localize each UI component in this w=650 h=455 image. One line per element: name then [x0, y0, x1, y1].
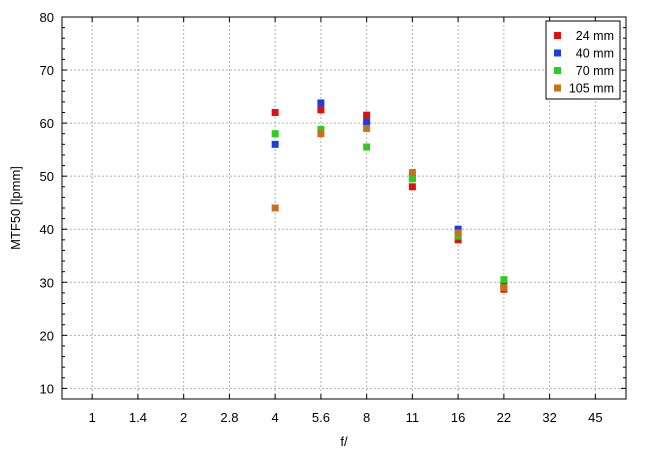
point-24mm-f8: [363, 111, 371, 119]
x-tick-label: 1.4: [129, 410, 147, 425]
legend-entry-label: 105 mm: [569, 82, 614, 96]
point-105mm-f11: [408, 168, 416, 176]
x-tick-label: 2.8: [220, 410, 238, 425]
x-tick-label: 2: [180, 410, 187, 425]
point-40mm-f5.6: [317, 99, 325, 107]
y-tick-label: 70: [40, 63, 54, 78]
x-tick-label: 1: [89, 410, 96, 425]
legend: 24 mm 40 mm 70 mm 105 mm: [545, 20, 621, 100]
x-tick-label: 45: [588, 410, 602, 425]
point-105mm-f4: [271, 204, 279, 212]
y-tick-label: 30: [40, 275, 54, 290]
legend-entry-label: 40 mm: [576, 47, 614, 61]
point-24mm-f11: [408, 183, 416, 191]
legend-swatch: [554, 84, 561, 92]
x-tick-label: 4: [272, 410, 279, 425]
x-tick-label: 5.6: [312, 410, 330, 425]
point-24mm-f16: [454, 236, 462, 244]
grid: [62, 17, 626, 399]
x-tick-label: 16: [451, 410, 465, 425]
y-axis-label: MTF50 [lpmm]: [8, 166, 23, 250]
point-70mm-f22: [500, 276, 508, 284]
point-24mm-f4: [271, 109, 279, 116]
x-tick-label: 22: [497, 410, 511, 425]
x-tick-label: 32: [542, 410, 556, 425]
legend-swatch: [554, 32, 561, 39]
y-tick-label: 80: [40, 10, 54, 25]
point-24mm-f5.6: [317, 106, 325, 114]
y-tick-label: 10: [40, 381, 54, 396]
axes: 10 20 30 40 50 60 70 80 1 1.4 2 2.8 4 5.6 8 11 16 22 32 45: [40, 10, 627, 425]
point-70mm-f5.6: [317, 125, 325, 133]
point-40mm-f8: [363, 118, 371, 126]
point-40mm-f4: [271, 140, 279, 148]
point-105mm-f5.6: [317, 130, 325, 138]
legend-entry-label: 70 mm: [576, 64, 614, 78]
x-tick-label: 11: [406, 410, 420, 425]
y-tick-label: 40: [40, 222, 54, 237]
legend-swatch: [554, 49, 561, 57]
plot-frame: [61, 16, 627, 400]
point-105mm-f22: [500, 284, 508, 292]
point-40mm-f16: [454, 225, 462, 233]
y-tick-label: 60: [40, 116, 54, 131]
data-points: [271, 99, 508, 293]
x-tick-label: 8: [363, 410, 370, 425]
y-tick-label: 50: [40, 169, 54, 184]
point-70mm-f4: [271, 130, 279, 138]
legend-entry-label: 24 mm: [576, 29, 614, 43]
legend-swatch: [554, 67, 561, 74]
point-105mm-f8: [363, 124, 371, 132]
point-70mm-f11: [408, 175, 416, 183]
y-tick-label: 20: [40, 328, 54, 343]
x-axis-label: f/: [340, 434, 348, 449]
point-105mm-f16: [454, 229, 462, 237]
point-70mm-f8: [363, 143, 371, 151]
